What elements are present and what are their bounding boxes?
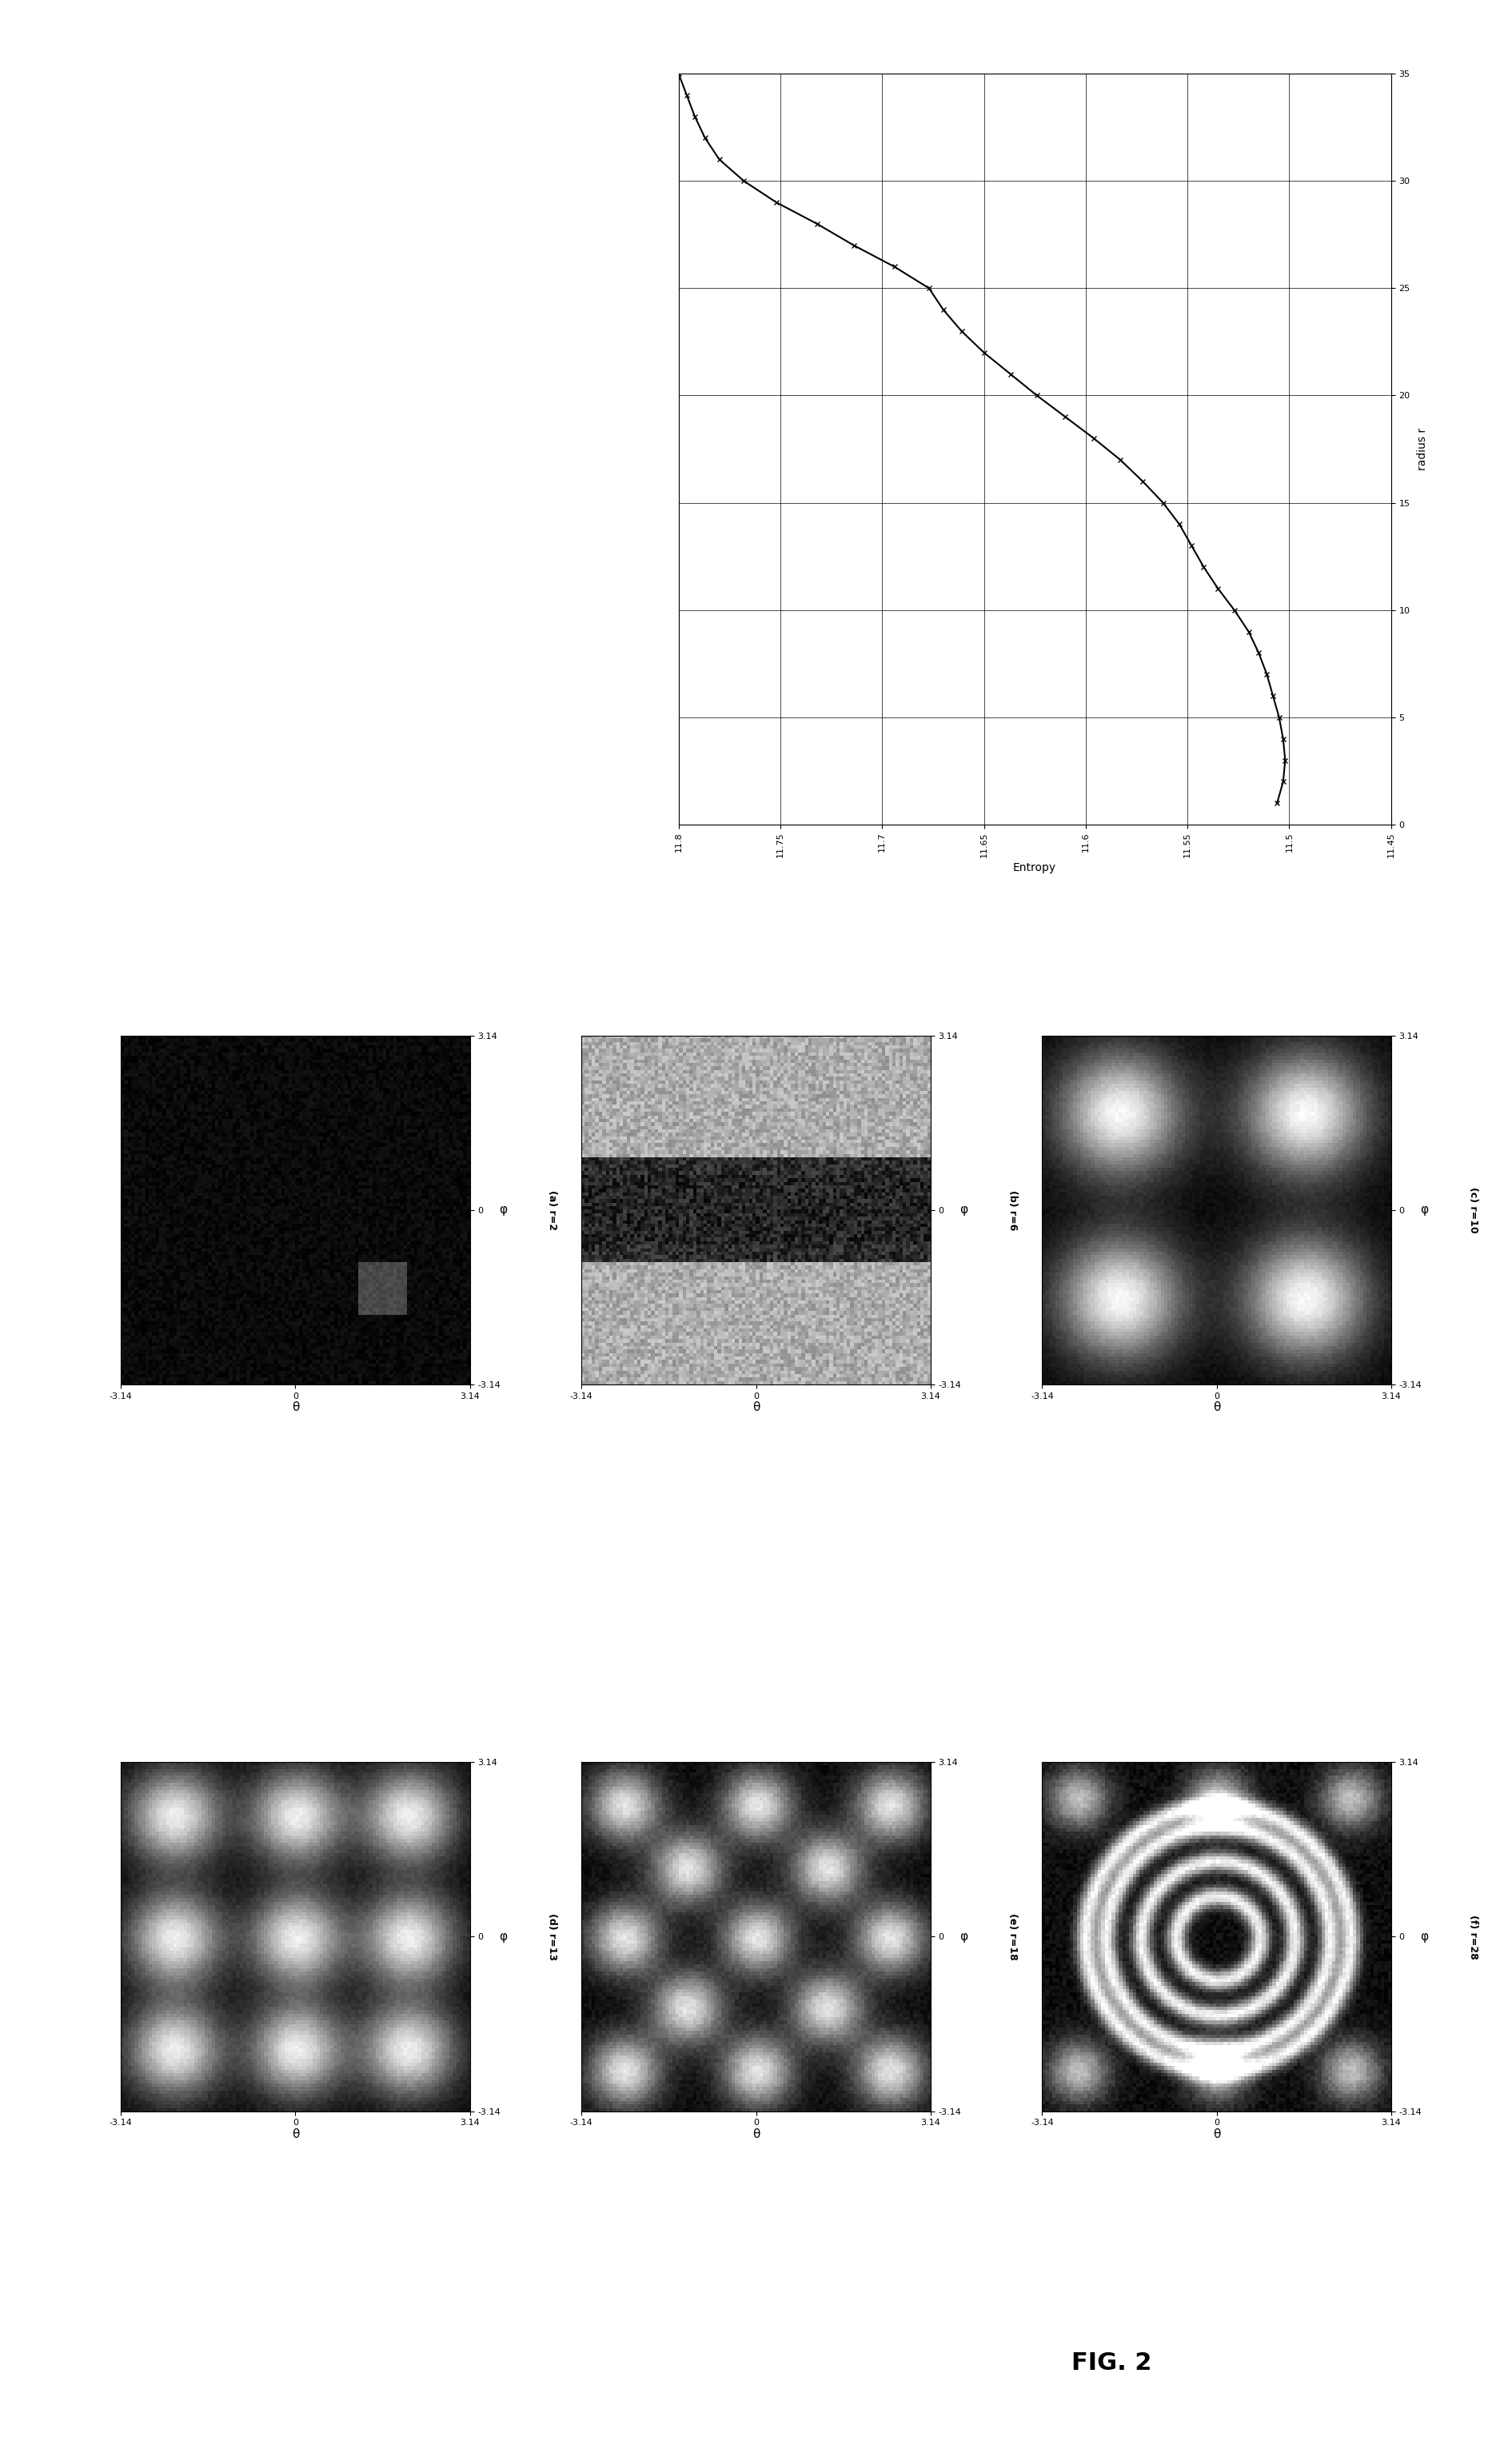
X-axis label: θ: θ [1213, 2129, 1220, 2139]
Y-axis label: φ: φ [960, 1204, 968, 1217]
Y-axis label: φ: φ [499, 1931, 507, 1943]
X-axis label: θ: θ [292, 2129, 299, 2139]
Text: (b) r=6: (b) r=6 [1007, 1190, 1018, 1229]
Text: (f) r=28: (f) r=28 [1468, 1913, 1479, 1960]
Y-axis label: φ: φ [1420, 1204, 1427, 1217]
Y-axis label: φ: φ [960, 1931, 968, 1943]
X-axis label: θ: θ [753, 1401, 759, 1413]
Text: (d) r=13: (d) r=13 [547, 1913, 556, 1960]
Text: (a) r=2: (a) r=2 [547, 1190, 556, 1229]
Y-axis label: φ: φ [499, 1204, 507, 1217]
X-axis label: θ: θ [292, 1401, 299, 1413]
X-axis label: θ: θ [1213, 1401, 1220, 1413]
Y-axis label: radius r: radius r [1417, 427, 1427, 471]
Text: FIG. 2: FIG. 2 [1072, 2352, 1152, 2375]
X-axis label: θ: θ [753, 2129, 759, 2139]
Text: (e) r=18: (e) r=18 [1007, 1913, 1018, 1960]
Text: (c) r=10: (c) r=10 [1468, 1187, 1479, 1234]
X-axis label: Entropy: Entropy [1013, 861, 1057, 873]
Y-axis label: φ: φ [1420, 1931, 1427, 1943]
